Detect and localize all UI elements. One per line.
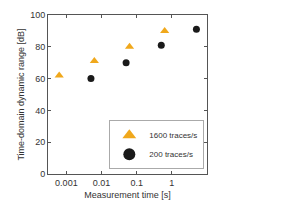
svg-text:0.001: 0.001 bbox=[55, 178, 78, 188]
svg-text:200 traces/s: 200 traces/s bbox=[149, 150, 193, 159]
svg-text:60: 60 bbox=[35, 74, 45, 84]
svg-text:40: 40 bbox=[35, 106, 45, 116]
svg-text:1600 traces/s: 1600 traces/s bbox=[149, 131, 197, 140]
svg-text:80: 80 bbox=[35, 42, 45, 52]
svg-text:Measurement time [s]: Measurement time [s] bbox=[84, 190, 171, 200]
svg-text:Time-domain dynamic range [dB]: Time-domain dynamic range [dB] bbox=[16, 28, 26, 160]
svg-text:0: 0 bbox=[40, 169, 45, 179]
svg-text:100: 100 bbox=[30, 10, 45, 20]
svg-text:1: 1 bbox=[169, 178, 174, 188]
svg-text:0.1: 0.1 bbox=[130, 178, 143, 188]
svg-text:0.01: 0.01 bbox=[93, 178, 111, 188]
svg-text:20: 20 bbox=[35, 137, 45, 147]
